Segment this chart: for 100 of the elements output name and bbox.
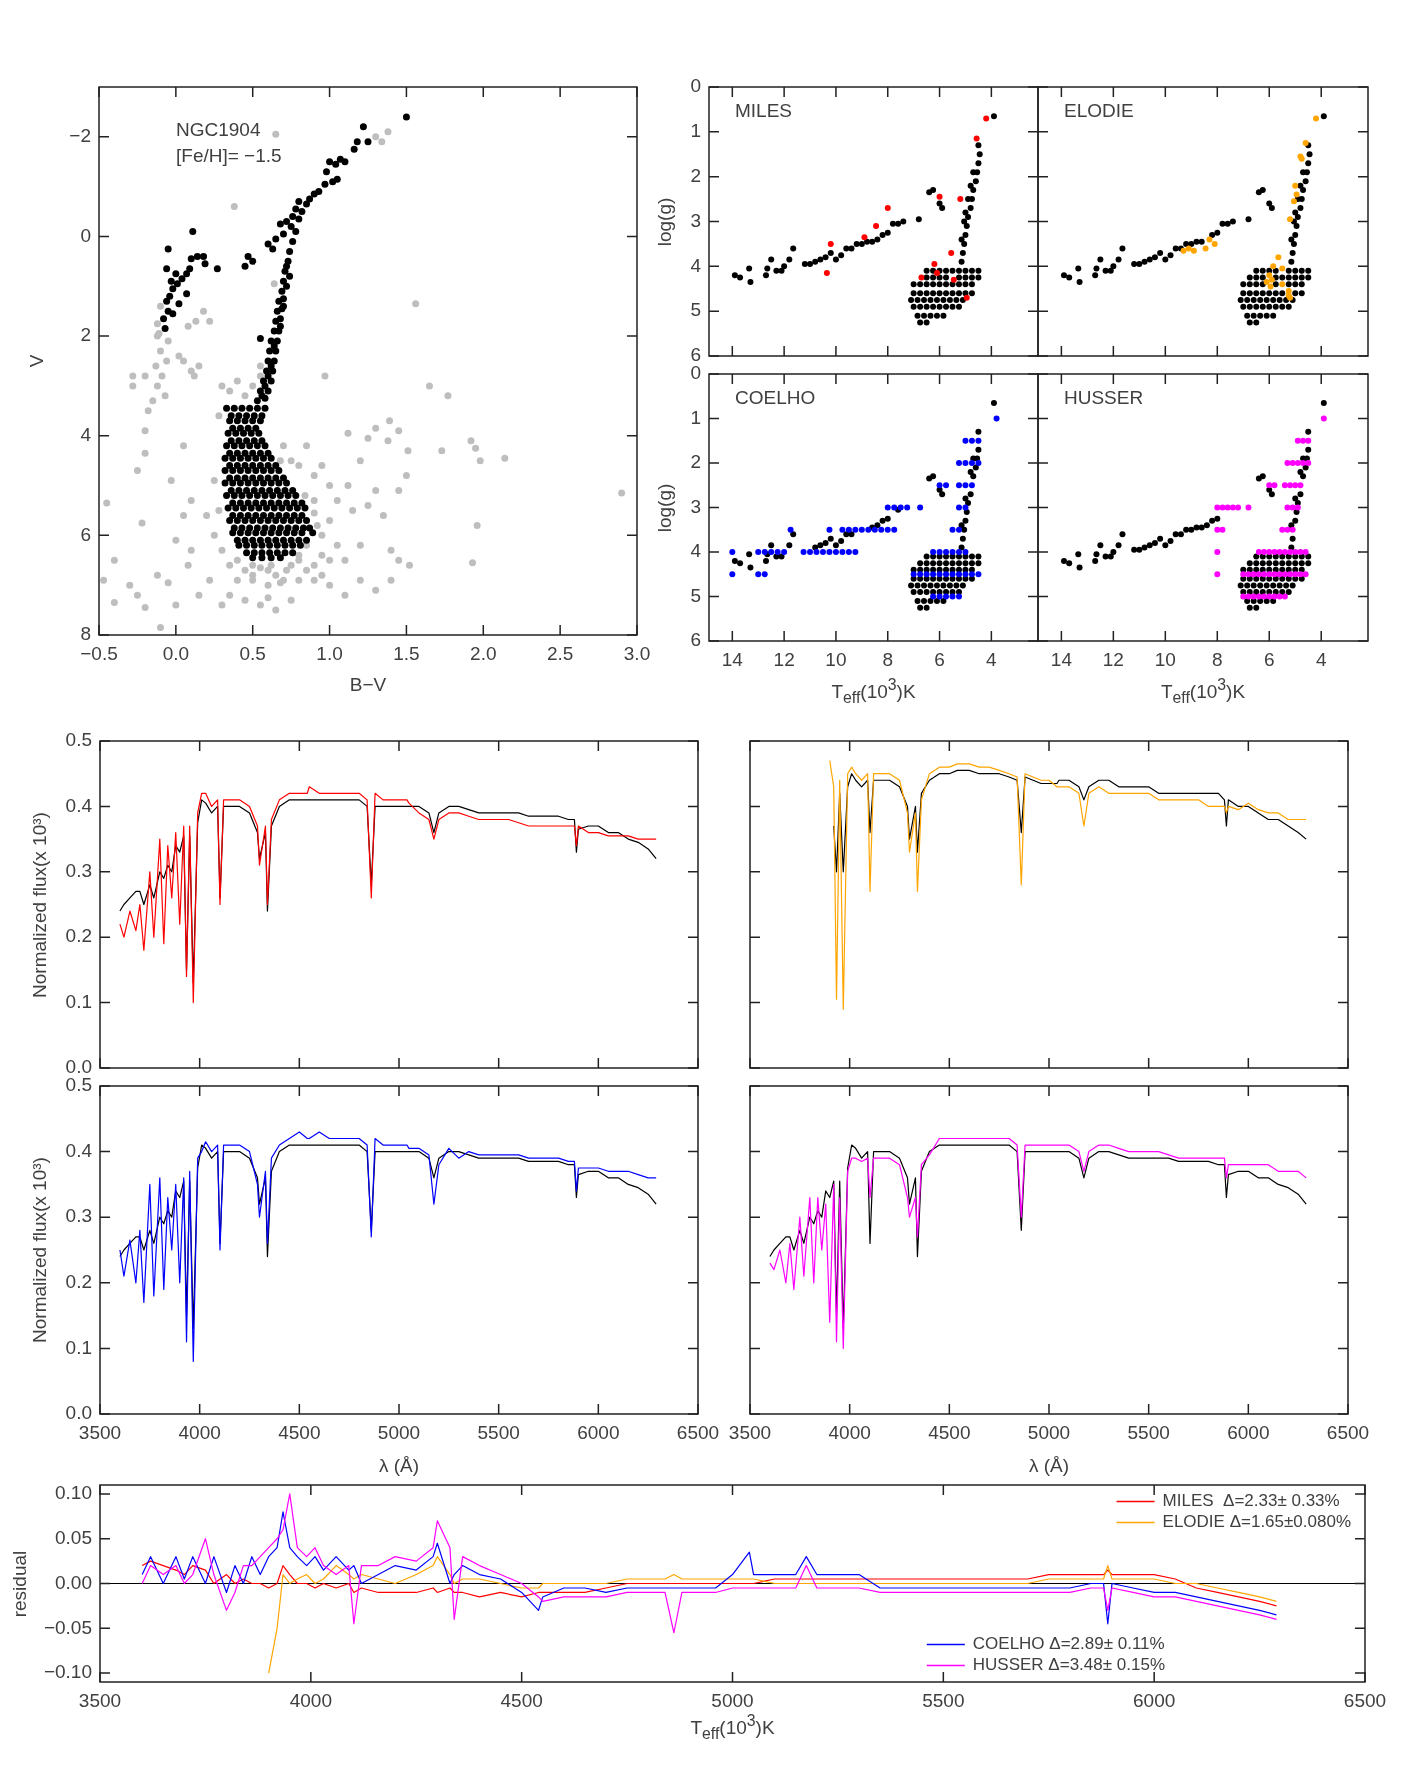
point: [1313, 115, 1320, 122]
x-tick-label: 3500: [78, 1689, 122, 1711]
point: [1202, 245, 1209, 252]
y-tick-label: 0.05: [55, 1526, 92, 1548]
x-tick-label: 0.0: [162, 642, 190, 664]
y-tick-label: 0.0: [65, 1402, 92, 1424]
x-axis-title: λ (Å): [378, 1454, 420, 1478]
y-tick-label: 2: [80, 324, 91, 346]
x-tick-label: 6500: [1343, 1689, 1387, 1711]
y-tick-label: −2: [69, 125, 91, 147]
point: [1279, 265, 1286, 272]
y-tick-label: 0.3: [65, 1205, 92, 1227]
x-tick-label: 4: [986, 648, 998, 670]
point: [936, 193, 943, 200]
x-axis-title: λ (Å): [1028, 1454, 1070, 1478]
point: [931, 261, 938, 268]
x-tick-label: 10: [825, 648, 847, 670]
point: [884, 205, 891, 212]
point: [1270, 263, 1277, 270]
annotation: [Fe/H]= −1.5: [176, 145, 282, 167]
y-tick-label: 0.2: [65, 1271, 92, 1293]
y-tick-label: 4: [690, 254, 702, 276]
point: [1285, 287, 1292, 294]
point: [1190, 247, 1197, 254]
x-tick-label: 6: [934, 648, 945, 670]
x-tick-label: 8: [882, 648, 894, 670]
point: [957, 196, 964, 203]
x-tick-label: 10: [1154, 648, 1176, 670]
x-tick-label: 6000: [1133, 1689, 1176, 1711]
point: [1292, 182, 1299, 189]
y-tick-label: 0.10: [55, 1482, 92, 1504]
x-tick-label: 5500: [477, 1421, 520, 1443]
point: [1266, 272, 1273, 279]
point: [1275, 254, 1282, 261]
point: [1268, 276, 1275, 283]
x-tick-label: 3500: [728, 1421, 772, 1443]
point: [963, 294, 970, 301]
x-tick-label: 3500: [78, 1421, 122, 1443]
y-tick-label: 4: [80, 423, 92, 445]
y-tick-label: 0.2: [65, 925, 92, 947]
point: [918, 274, 925, 281]
point: [948, 249, 955, 256]
x-tick-label: 3.0: [623, 642, 651, 664]
point: [1206, 236, 1213, 243]
x-tick-label: 12: [1102, 648, 1124, 670]
y-axis-title: residual: [8, 1550, 31, 1617]
x-tick-label: 14: [1050, 648, 1073, 670]
x-tick-label: 5000: [711, 1689, 754, 1711]
point: [1267, 283, 1274, 290]
x-tick-label: 5000: [1027, 1421, 1071, 1443]
annotation: ELODIE: [1064, 100, 1134, 122]
y-axis-title: log(g): [653, 483, 676, 532]
y-tick-label: 0.4: [65, 1139, 93, 1161]
legend-label: HUSSER Δ=3.48± 0.15%: [972, 1655, 1166, 1675]
x-tick-label: 4500: [500, 1689, 543, 1711]
point: [1263, 279, 1270, 286]
annotation: NGC1904: [176, 119, 261, 141]
x-axis-title: B−V: [349, 673, 387, 697]
x-axis-title: T$_{eff}$(10$^{3}$)K: [831, 676, 916, 708]
y-tick-label: 2: [690, 451, 701, 473]
y-tick-label: 0.5: [65, 729, 92, 751]
y-tick-label: 2: [690, 164, 701, 186]
annotation: MILES: [735, 100, 793, 122]
y-tick-label: 0: [690, 75, 701, 97]
point: [1185, 245, 1192, 252]
point: [873, 222, 880, 229]
y-tick-label: 1: [690, 120, 701, 142]
point: [950, 276, 957, 283]
y-axis-title: V: [25, 354, 48, 368]
point: [823, 270, 830, 277]
legend-label: MILES Δ=2.33± 0.33%: [1162, 1491, 1340, 1511]
x-tick-label: 4000: [289, 1689, 332, 1711]
y-tick-label: 0.1: [65, 990, 92, 1012]
legend-label: ELODIE Δ=1.65±0.080%: [1162, 1512, 1351, 1532]
x-axis-title: T$_{eff}$(10$^{3}$)K: [690, 1712, 775, 1744]
y-tick-label: 5: [690, 584, 701, 606]
y-tick-label: 0.1: [65, 1336, 92, 1358]
point: [983, 115, 990, 122]
x-tick-label: 8: [1212, 648, 1223, 670]
y-tick-label: 0.00: [55, 1571, 92, 1593]
x-tick-label: 4500: [928, 1421, 971, 1443]
y-tick-label: 3: [690, 209, 701, 231]
point: [861, 234, 868, 241]
x-tick-label: 5500: [922, 1689, 965, 1711]
y-tick-label: 0.4: [65, 794, 93, 816]
y-tick-label: 0.3: [65, 860, 92, 882]
x-tick-label: 6000: [1227, 1421, 1270, 1443]
x-tick-label: 6: [1263, 648, 1275, 670]
y-tick-label: 1: [690, 406, 701, 428]
x-tick-label: 1.0: [316, 642, 343, 664]
x-tick-label: 4000: [178, 1421, 221, 1443]
x-tick-label: 12: [773, 648, 795, 670]
x-tick-label: 0.5: [239, 642, 266, 664]
x-tick-label: 1.5: [393, 642, 420, 664]
x-tick-label: 6500: [676, 1421, 720, 1443]
y-axis-title: Normalized flux(x 10³): [28, 811, 51, 998]
x-tick-label: 2.0: [470, 642, 497, 664]
y-tick-label: 4: [690, 540, 702, 562]
x-tick-label: 5500: [1127, 1421, 1170, 1443]
y-tick-label: −0.10: [43, 1661, 92, 1683]
